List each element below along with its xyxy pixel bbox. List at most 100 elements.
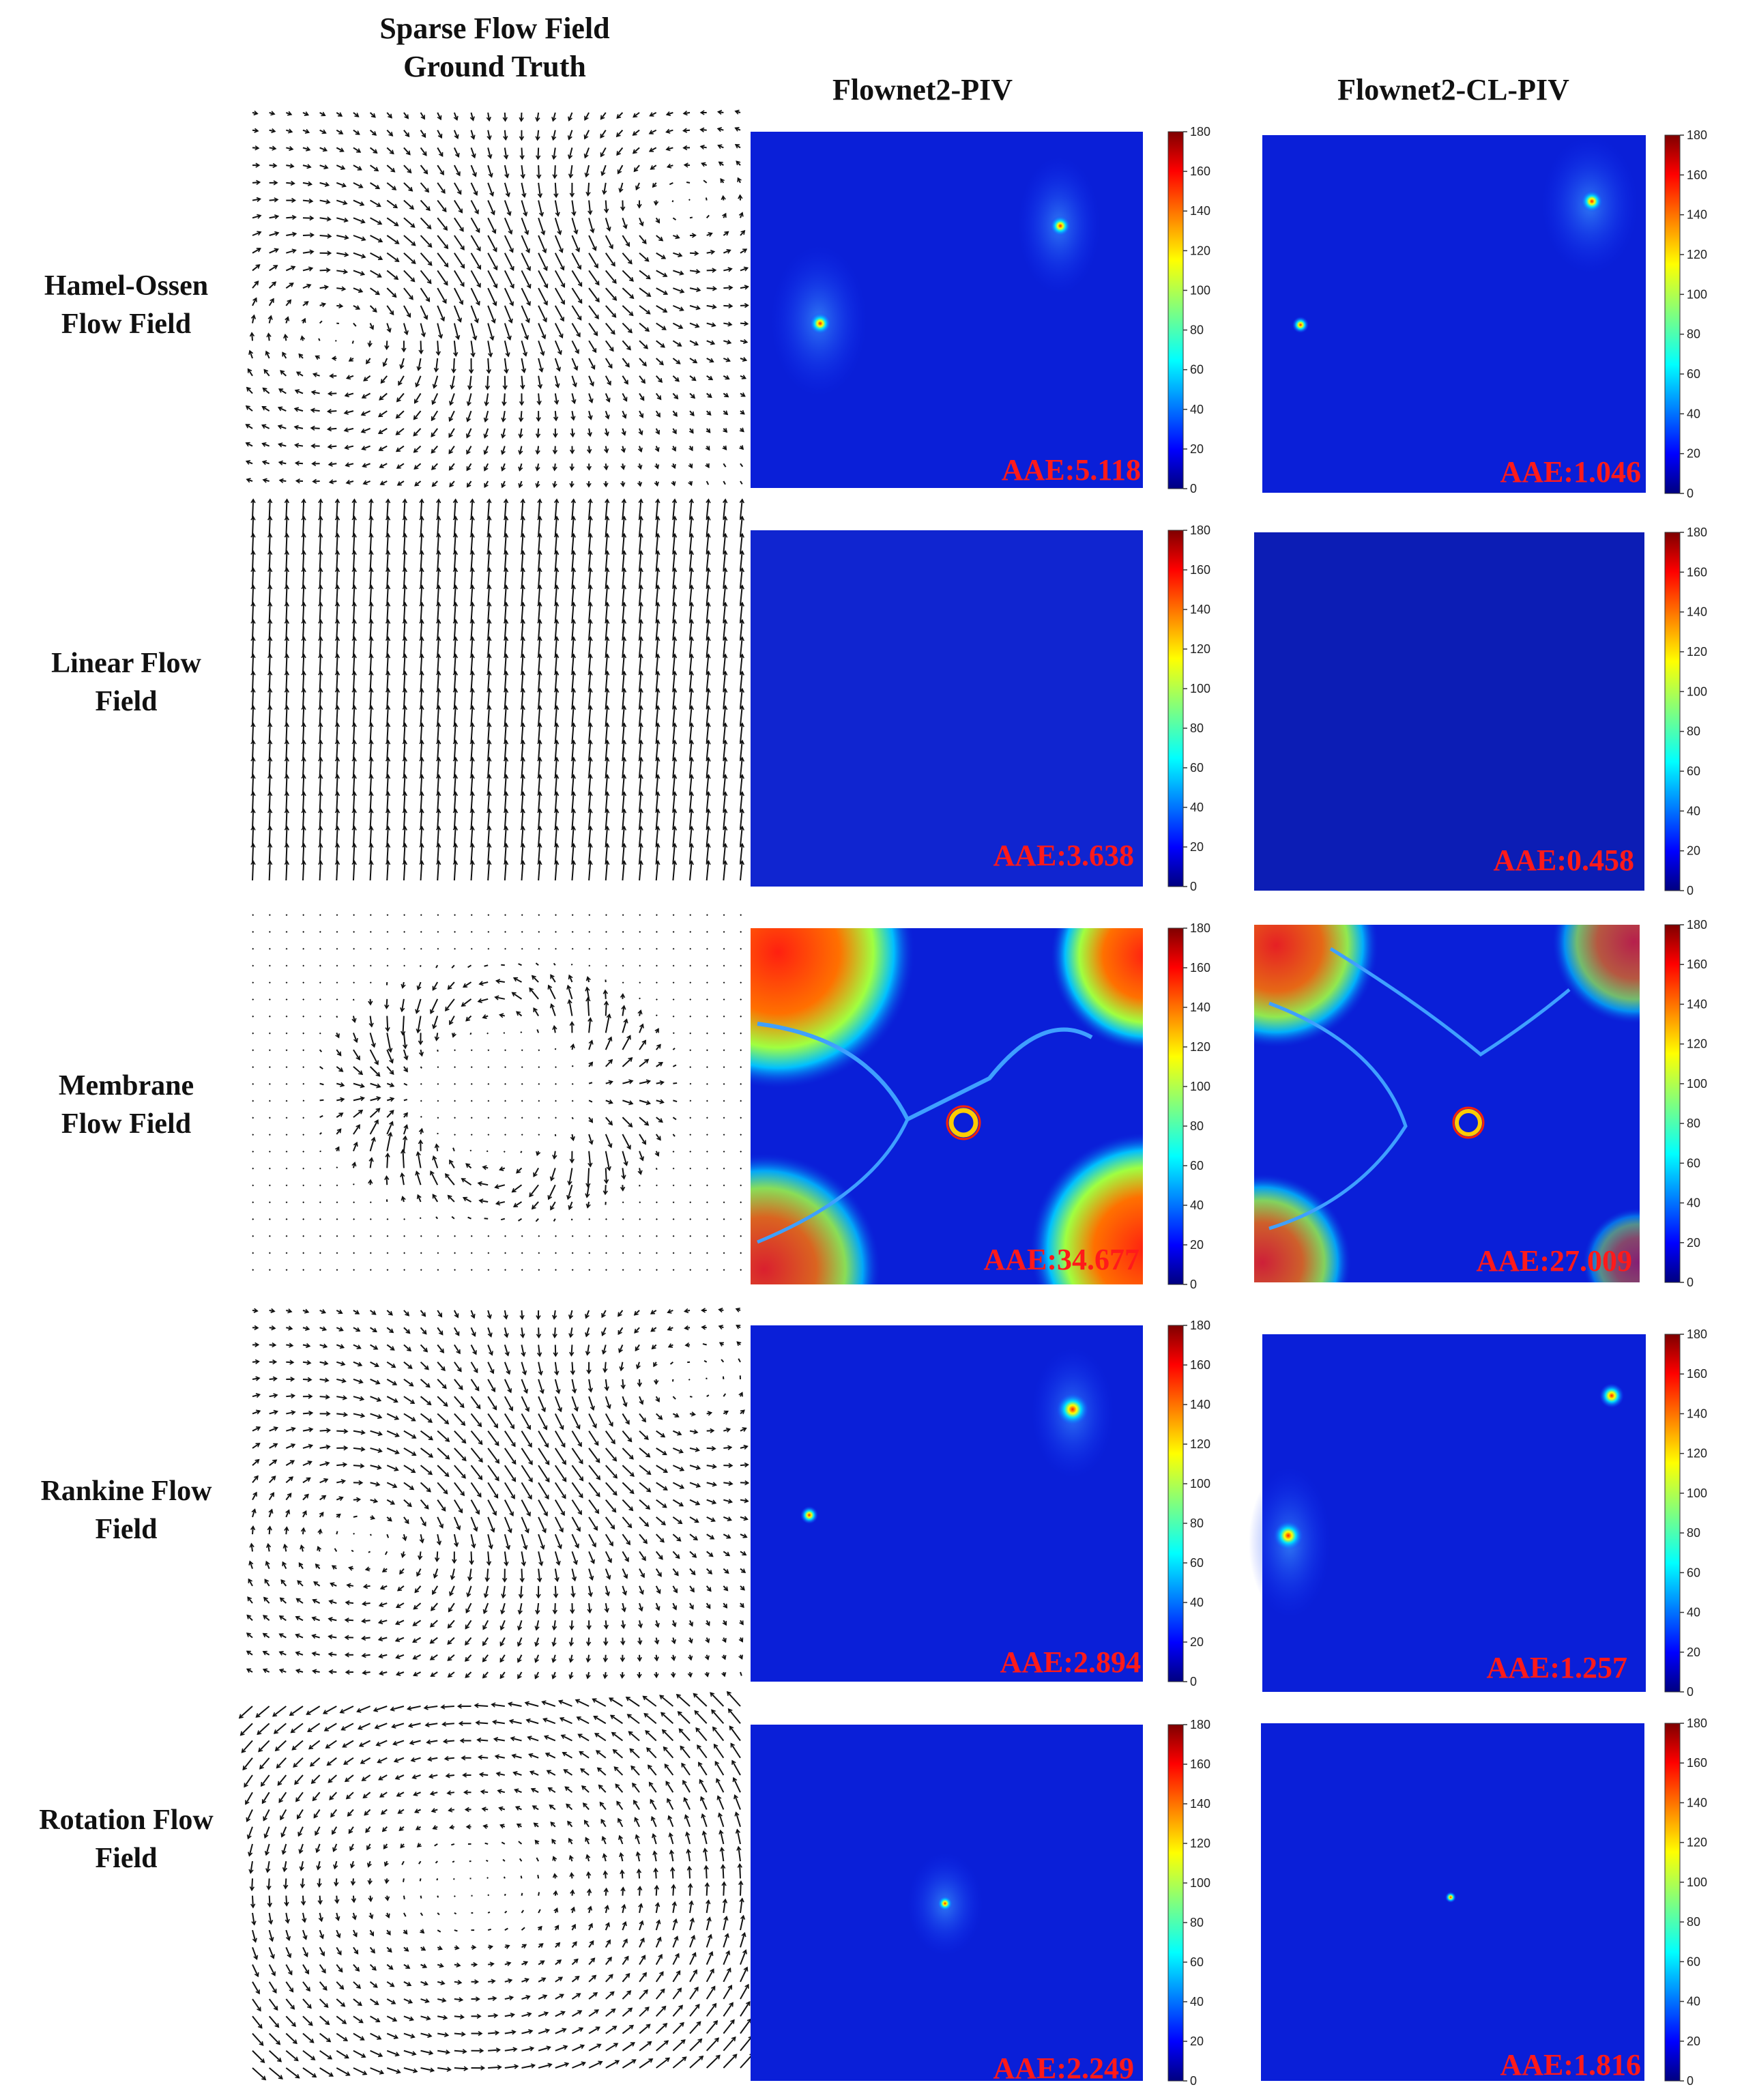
flow-arrow [678,1711,691,1724]
flow-arrow [605,499,609,519]
flow-arrow [386,585,389,605]
flow-arrowhead [419,584,424,590]
flow-arrow [588,358,596,369]
flow-arrowhead [722,498,728,504]
flow-arrow [386,199,398,209]
flow-arrowhead [372,131,377,136]
flow-arrow [678,1728,691,1742]
flow-arrowhead [368,825,374,831]
flow-arrow [445,1173,455,1185]
flow-arrow [246,405,253,412]
flow-arrowhead [284,808,290,814]
flow-arrowhead [423,315,429,320]
flow-arrowhead [343,217,349,223]
flow-arrow [672,1117,677,1121]
flow-arrow [588,809,592,829]
flow-arrow [319,723,321,743]
flow-arrowhead [487,154,493,160]
flow-arrow [470,1099,473,1102]
flow-arrowhead [586,483,592,488]
flow-arrowhead [274,231,280,236]
flow-arrowhead [301,549,306,556]
flow-arrow [723,706,727,725]
flow-arrowhead [529,987,534,992]
flow-arrow [538,200,543,216]
flow-arrow [487,112,491,121]
flow-arrow [643,1695,657,1707]
flow-arrow [403,551,406,571]
flow-arrowhead [654,481,659,487]
flow-arrow [403,1082,408,1086]
flow-arrowhead [307,181,313,186]
flow-arrow [369,740,373,760]
flow-arrowhead [284,825,290,831]
flow-arrow [588,654,592,674]
flow-arrowhead [375,184,381,190]
flow-arrowhead [311,461,317,467]
flow-arrow [352,998,355,1001]
flow-arrow [740,775,743,794]
flow-arrowhead [483,466,489,472]
flownet2cl-title: Flownet2-CL-PIV [1337,73,1569,106]
flow-arrowhead [318,584,323,590]
flow-arrowhead [334,756,340,762]
flow-arrowhead [621,618,627,624]
flow-arrow [487,844,491,863]
flow-arrow [553,962,556,966]
flow-arrowhead [334,618,340,624]
flow-arrowhead [360,428,366,433]
flow-arrow [529,988,539,1000]
flow-arrowhead [413,399,419,404]
flow-arrow [694,1710,708,1724]
flow-arrowhead [518,483,523,489]
flow-arrowhead [427,242,433,248]
row-label-line2: Flow Field [61,308,191,340]
flow-arrow [605,253,615,267]
flow-arrowhead [641,1140,646,1145]
flow-arrowhead [503,670,509,676]
flow-arrowhead [679,306,684,312]
flow-arrowhead [654,1028,659,1033]
flow-arrow [656,235,663,242]
flow-arrowhead [695,269,701,274]
flow-arrowhead [620,206,626,212]
flow-arrow [605,1252,607,1254]
flow-arrowhead [656,1044,661,1049]
flow-arrow [554,551,557,571]
flow-arrowhead [638,843,643,848]
flow-arrow [672,844,676,863]
flow-arrowhead [569,466,575,472]
flow-arrow [502,446,506,455]
flow-arrowhead [267,687,273,693]
flow-arrow [689,758,693,777]
flow-arrowhead [487,636,492,642]
flow-arrow [554,1430,566,1448]
flow-arrow [420,1482,431,1493]
flow-arrowhead [272,145,277,151]
flow-arrow [454,1413,465,1426]
flow-arrow [592,1698,607,1707]
flow-arrow [362,392,371,399]
flow-arrowhead [385,1027,390,1033]
flow-arrow [639,1040,646,1050]
flow-arrowhead [570,618,576,624]
flow-arrow [403,112,409,119]
flow-arrow [723,637,727,657]
flow-arrow [285,1150,288,1153]
flow-arrow [437,844,439,863]
flow-arrowhead [385,722,391,728]
flow-arrow [420,323,425,337]
flow-arrow [369,499,373,519]
flow-arrowhead [508,229,513,235]
flow-arrowhead [337,112,343,117]
flow-arrowhead [267,808,273,814]
flow-arrow [386,826,389,846]
flow-arrowhead [418,1052,424,1057]
flow-arrow [521,826,524,846]
flow-arrowhead [506,335,512,341]
flow-arrow [605,637,609,657]
flow-arrow [285,809,288,829]
flow-arrowhead [570,515,576,521]
flow-arrow [639,1218,641,1220]
flow-arrow [466,480,472,487]
